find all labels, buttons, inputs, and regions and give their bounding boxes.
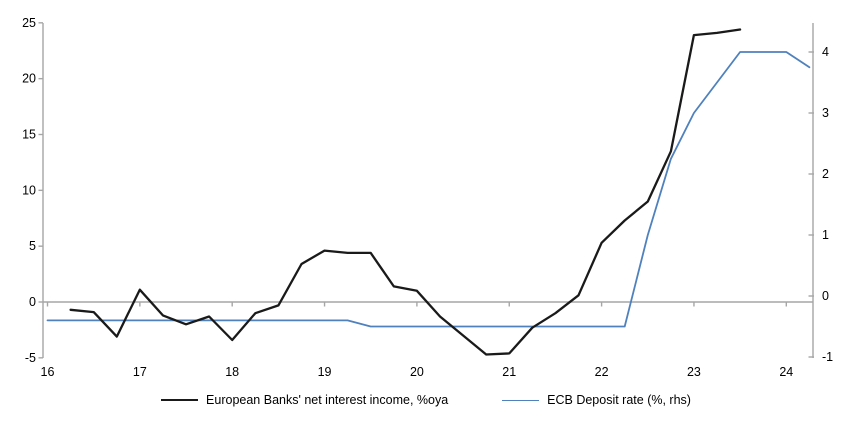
svg-text:0: 0: [822, 289, 829, 303]
svg-text:4: 4: [822, 45, 829, 59]
svg-text:5: 5: [29, 239, 36, 253]
svg-text:23: 23: [687, 365, 701, 379]
legend-item-net-interest-income: European Banks' net interest income, %oy…: [161, 393, 448, 407]
svg-text:0: 0: [29, 295, 36, 309]
svg-text:17: 17: [133, 365, 147, 379]
svg-text:20: 20: [410, 365, 424, 379]
legend-item-ecb-deposit-rate: ECB Deposit rate (%, rhs): [502, 393, 691, 407]
svg-text:20: 20: [22, 72, 36, 86]
svg-text:19: 19: [318, 365, 332, 379]
svg-text:2: 2: [822, 167, 829, 181]
svg-text:3: 3: [822, 106, 829, 120]
series-line-net-interest-income: [69, 28, 742, 356]
svg-text:22: 22: [595, 365, 609, 379]
series-line-ecb-deposit-rate: [46, 51, 811, 328]
svg-text:-1: -1: [822, 350, 833, 364]
svg-text:25: 25: [22, 16, 36, 30]
svg-text:21: 21: [502, 365, 516, 379]
legend-line-sample-black: [161, 399, 199, 401]
svg-text:-5: -5: [25, 351, 36, 365]
svg-text:15: 15: [22, 128, 36, 142]
legend-label-net-interest-income: European Banks' net interest income, %oy…: [206, 393, 449, 407]
legend-line-sample-blue: [502, 399, 540, 401]
svg-text:10: 10: [22, 183, 36, 197]
svg-text:1: 1: [822, 228, 829, 242]
svg-text:24: 24: [779, 365, 793, 379]
svg-text:16: 16: [41, 365, 55, 379]
chart-legend: European Banks' net interest income, %oy…: [0, 393, 852, 407]
svg-text:18: 18: [225, 365, 239, 379]
legend-label-ecb-deposit-rate: ECB Deposit rate (%, rhs): [547, 393, 691, 407]
